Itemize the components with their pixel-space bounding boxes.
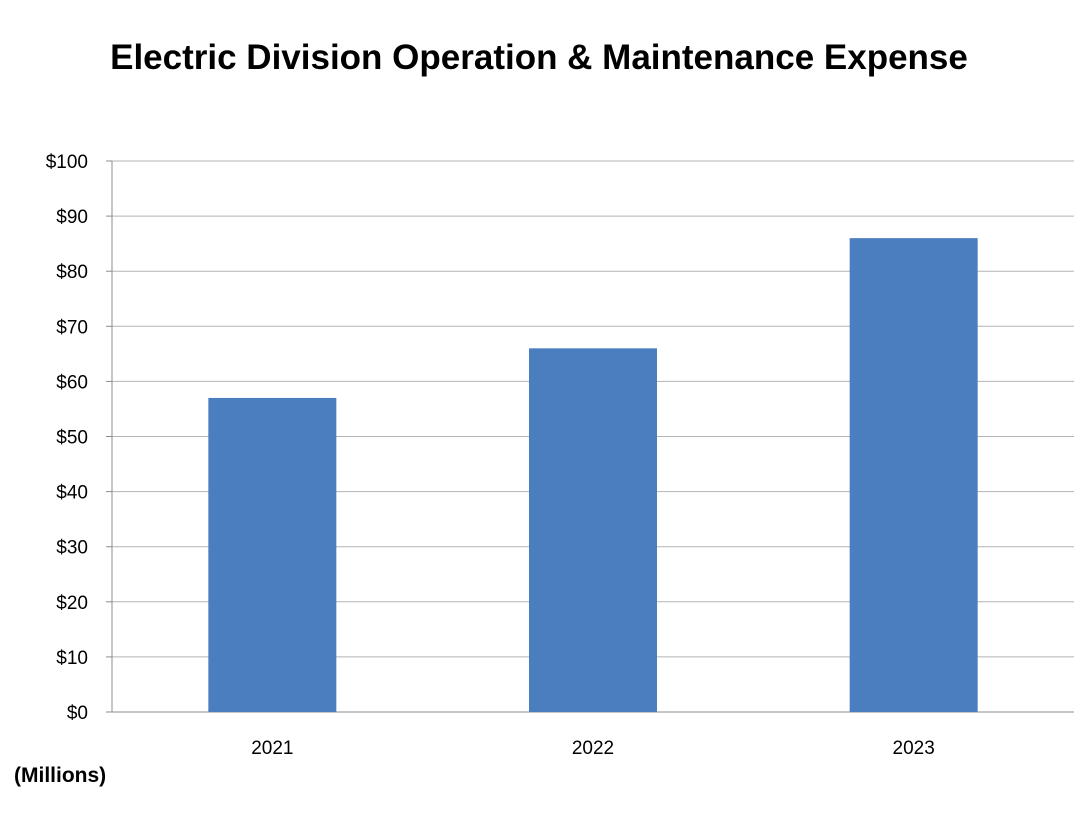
x-tick-labels: 2021 2022 2023: [251, 738, 935, 759]
y-tick-label: $90: [56, 207, 88, 228]
y-tick-label: $10: [56, 648, 88, 669]
y-tick-label: $40: [56, 483, 88, 504]
x-tick-label: 2021: [251, 738, 293, 759]
x-tick-label: 2022: [572, 738, 614, 759]
y-tick-label: $80: [56, 262, 88, 283]
y-tick-label: $50: [56, 428, 88, 449]
bars: [208, 238, 978, 712]
y-tick-label: $20: [56, 593, 88, 614]
chart-title: Electric Division Operation & Maintenanc…: [110, 38, 968, 77]
units-label: (Millions): [14, 764, 107, 787]
bar: [208, 397, 337, 712]
y-tick-labels: $0 $10 $20 $30 $40 $50 $60 $70 $80 $90 $100: [46, 152, 88, 724]
y-tick-label: $0: [67, 703, 88, 724]
y-tick-label: $60: [56, 372, 88, 393]
y-tick-label: $100: [46, 152, 88, 173]
bar: [849, 238, 978, 712]
bar: [529, 348, 657, 712]
x-tick-label: 2023: [893, 738, 935, 759]
y-tick-label: $30: [56, 538, 88, 559]
y-tick-label: $70: [56, 317, 88, 338]
